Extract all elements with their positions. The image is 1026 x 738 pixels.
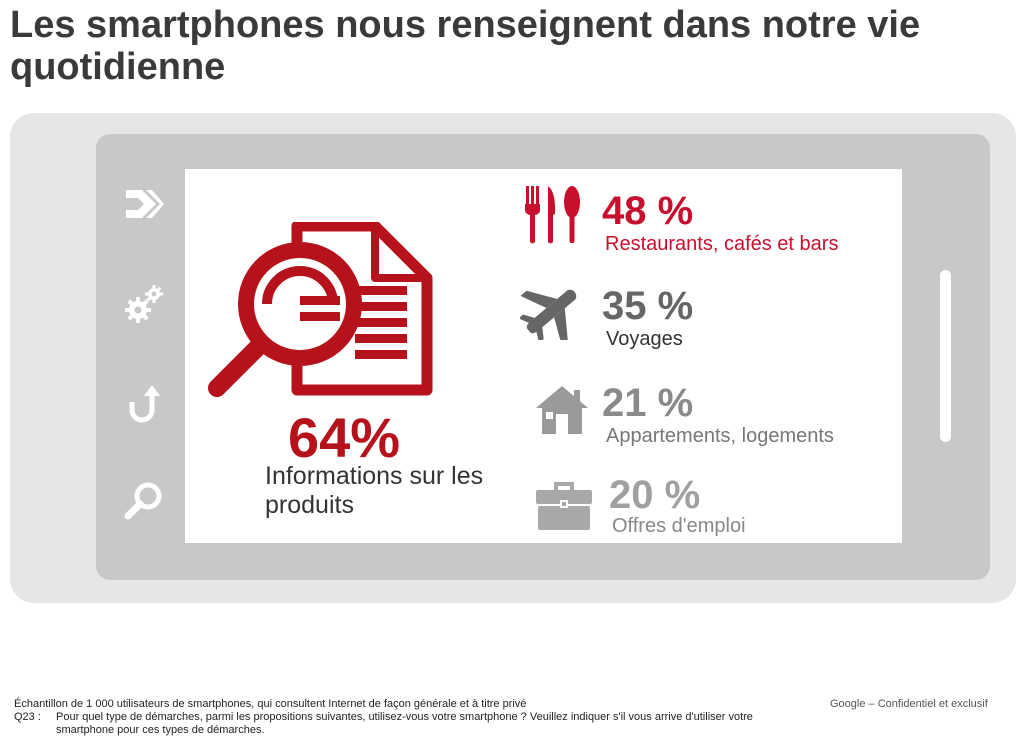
page-title: Les smartphones nous renseignent dans no…: [10, 4, 921, 88]
stat-label-restaurants: Restaurants, cafés et bars: [605, 233, 839, 255]
highlight-percent: 64%: [288, 406, 401, 469]
brand-name: Google: [830, 698, 866, 710]
footnote: Échantillon de 1 000 utilisateurs de sma…: [14, 698, 814, 737]
house-icon: [536, 386, 588, 434]
stat-percent-voyages: 35 %: [602, 284, 694, 328]
phone-scrollbar: [940, 270, 951, 442]
confidential-notice: Google – Confidentiel et exclusif: [830, 698, 988, 711]
footnote-question-row: Q23 : Pour quel type de démarches, parmi…: [14, 711, 814, 737]
footnote-sample: Échantillon de 1 000 utilisateurs de sma…: [14, 698, 527, 710]
stat-percent-restaurants: 48 %: [602, 189, 694, 233]
briefcase-icon: [536, 482, 592, 530]
highlight-label: Informations sur les produits: [265, 462, 484, 519]
airplane-icon: [520, 289, 577, 340]
stat-label-emploi: Offres d'emploi: [612, 515, 746, 537]
stat-percent-emploi: 20 %: [609, 473, 701, 517]
footnote-question-label: Q23 :: [14, 711, 41, 723]
footnote-question: Pour quel type de démarches, parmi les p…: [56, 711, 753, 736]
gears-icon: [125, 285, 163, 323]
back-arrow-icon: [129, 385, 160, 423]
confidential-text: – Confidentiel et exclusif: [868, 698, 988, 710]
stat-label-appartements: Appartements, logements: [606, 425, 834, 447]
arrow-right-icon: [126, 190, 164, 218]
stat-percent-appartements: 21 %: [602, 381, 694, 425]
search-icon: [124, 482, 162, 520]
cutlery-icon: [525, 186, 580, 244]
stat-label-voyages: Voyages: [606, 328, 683, 350]
magnifier-document-icon: [208, 222, 433, 397]
